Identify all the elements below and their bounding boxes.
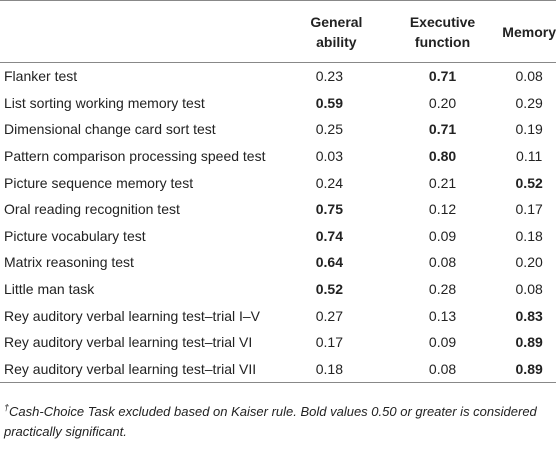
cell-value: 0.08: [515, 281, 543, 298]
table-body: Flanker test 0.23 0.71 0.08 List sorting wor…: [0, 63, 556, 383]
cell-value: 0.08: [428, 360, 457, 377]
row-label: Picture sequence memory test: [4, 174, 194, 191]
cell-value: 0.89: [515, 334, 543, 351]
row-label: Picture vocabulary test: [4, 227, 146, 244]
table-row: Dimensional change card sort test 0.25 0.7…: [0, 116, 556, 143]
table-row: Rey auditory verbal learning test–trial …: [0, 356, 556, 383]
cell-value: 0.80: [428, 148, 457, 165]
row-label: List sorting working memory test: [4, 94, 205, 111]
cell-value: 0.71: [428, 121, 457, 138]
row-label: Dimensional change card sort test: [4, 121, 216, 138]
cell-value: 0.20: [515, 254, 543, 271]
table-row: Picture vocabulary test 0.74 0.09 0.18: [0, 223, 556, 250]
row-label: Oral reading recognition test: [4, 201, 180, 218]
cell-value: 0.08: [515, 68, 543, 85]
cell-value: 0.64: [315, 254, 343, 271]
column-header: Memory: [502, 23, 556, 40]
row-label: Flanker test: [4, 68, 78, 85]
footnote-text: Cash-Choice Task excluded based on Kaise…: [4, 404, 537, 439]
cell-value: 0.12: [428, 201, 457, 218]
table-row: Little man task 0.52 0.28 0.08: [0, 276, 556, 303]
cell-value: 0.59: [315, 94, 343, 111]
row-label: Rey auditory verbal learning test–trial …: [4, 307, 261, 324]
loadings-table: General ability Executive function Memory …: [0, 0, 556, 383]
cell-value: 0.74: [315, 227, 343, 244]
cell-value: 0.29: [515, 94, 543, 111]
row-label: Matrix reasoning test: [4, 254, 134, 271]
column-header: General ability: [310, 13, 363, 50]
cell-value: 0.18: [315, 360, 343, 377]
cell-value: 0.03: [315, 148, 343, 165]
cell-value: 0.18: [515, 227, 543, 244]
table-row: List sorting working memory test 0.59 0.20…: [0, 90, 556, 117]
column-header: [0, 1, 290, 63]
table-header: General ability Executive function Memory: [0, 0, 556, 63]
footnote-mark: †: [4, 402, 10, 413]
footnote: †Cash-Choice Task excluded based on Kais…: [4, 402, 552, 442]
table-row: Matrix reasoning test 0.64 0.08 0.20: [0, 249, 556, 276]
cell-value: 0.21: [428, 174, 457, 191]
column-header: Executive function: [409, 13, 476, 50]
row-label: Rey auditory verbal learning test–trial …: [4, 334, 253, 351]
row-label: Little man task: [4, 281, 95, 298]
cell-value: 0.83: [515, 307, 543, 324]
cell-value: 0.17: [515, 201, 543, 218]
cell-value: 0.08: [428, 254, 457, 271]
header-row: General ability Executive function Memory: [0, 0, 556, 63]
table-row: Oral reading recognition test 0.75 0.12 0.1…: [0, 196, 556, 223]
row-label: Pattern comparison processing speed test: [4, 148, 266, 165]
row-label: Rey auditory verbal learning test–trial …: [4, 360, 257, 377]
table-row: Picture sequence memory test 0.24 0.21 0.52: [0, 169, 556, 196]
table-row: Flanker test 0.23 0.71 0.08: [0, 63, 556, 90]
cell-value: 0.52: [315, 281, 343, 298]
cell-value: 0.20: [428, 94, 457, 111]
table-row: Rey auditory verbal learning test–trial …: [0, 329, 556, 356]
cell-value: 0.75: [315, 201, 343, 218]
cell-value: 0.27: [315, 307, 343, 324]
cell-value: 0.24: [315, 174, 343, 191]
cell-value: 0.13: [428, 307, 457, 324]
cell-value: 0.28: [428, 281, 457, 298]
table-row: Pattern comparison processing speed test…: [0, 143, 556, 170]
cell-value: 0.23: [315, 68, 343, 85]
table-row: Rey auditory verbal learning test–trial …: [0, 302, 556, 329]
cell-value: 0.25: [315, 121, 343, 138]
cell-value: 0.19: [515, 121, 543, 138]
cell-value: 0.09: [428, 227, 457, 244]
cell-value: 0.52: [515, 174, 543, 191]
cell-value: 0.09: [428, 334, 457, 351]
cell-value: 0.11: [516, 148, 543, 165]
cell-value: 0.17: [315, 334, 343, 351]
cell-value: 0.71: [428, 68, 457, 85]
cell-value: 0.89: [515, 360, 543, 377]
